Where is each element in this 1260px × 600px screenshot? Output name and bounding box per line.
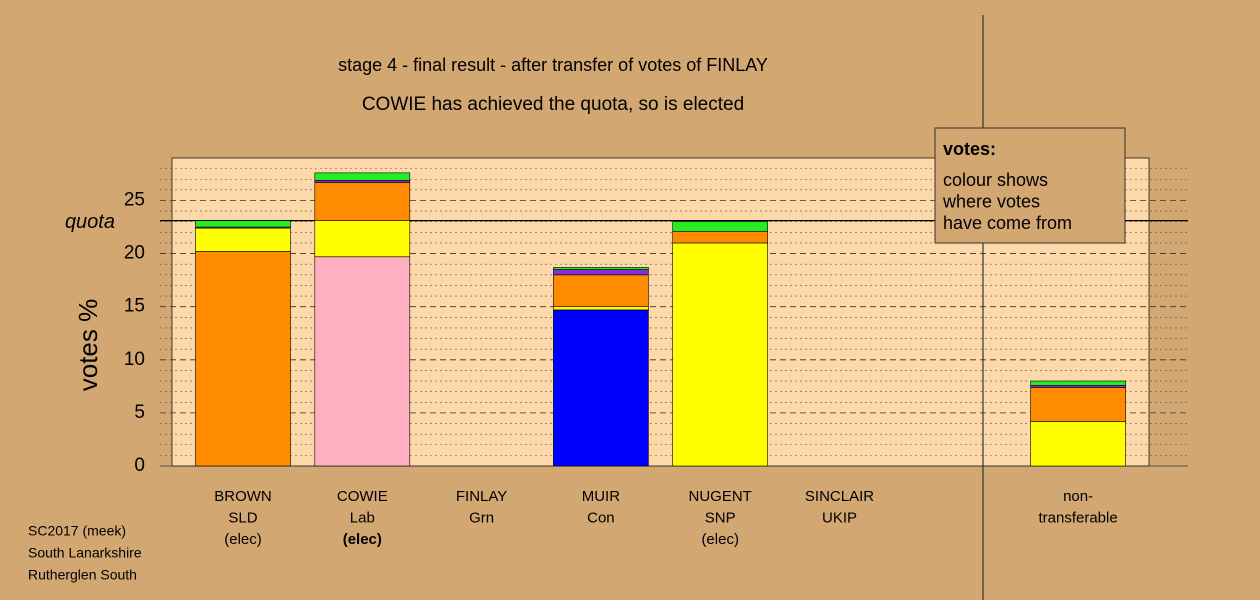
legend-box bbox=[934, 127, 1126, 244]
note: Rutherglen South bbox=[28, 567, 137, 583]
bar-segment bbox=[314, 256, 411, 467]
note: SC2017 (meek) bbox=[28, 523, 126, 539]
bar-segment bbox=[672, 230, 769, 244]
x-tick-label: SINCLAIR bbox=[805, 488, 874, 505]
bar-segment bbox=[1030, 384, 1126, 388]
x-tick-label: Grn bbox=[469, 509, 494, 526]
x-tick-label: MUIR bbox=[582, 488, 620, 505]
note: South Lanarkshire bbox=[28, 545, 142, 561]
x-tick-label: COWIE bbox=[337, 488, 388, 505]
y-tick-label: 0 bbox=[134, 455, 145, 476]
chart-subtitle: COWIE has achieved the quota, so is elec… bbox=[362, 94, 744, 115]
y-tick-label: 25 bbox=[124, 189, 145, 210]
bar-segment bbox=[314, 172, 411, 181]
legend-text: have come from bbox=[943, 213, 1072, 233]
x-tick-label: (elec) bbox=[224, 531, 262, 548]
x-tick-label: Con bbox=[587, 509, 615, 526]
x-tick-label: BROWN bbox=[214, 488, 272, 505]
bar-segment bbox=[1030, 387, 1126, 422]
bar-segment bbox=[195, 251, 291, 467]
bar-segment bbox=[672, 242, 769, 467]
bar-segment bbox=[553, 274, 649, 307]
y-tick-label: 10 bbox=[124, 349, 145, 370]
bar-segment bbox=[195, 220, 291, 228]
x-tick-label: FINLAY bbox=[456, 488, 507, 505]
bar-segment bbox=[553, 306, 649, 311]
x-tick-label: UKIP bbox=[822, 509, 857, 526]
bar-segment bbox=[195, 227, 291, 252]
bar-segment bbox=[553, 269, 649, 276]
bar-segment bbox=[1030, 380, 1126, 386]
legend-text: where votes bbox=[942, 191, 1040, 211]
x-tick-label: (elec) bbox=[343, 531, 382, 548]
bar-segment bbox=[672, 221, 769, 232]
quota-label: quota bbox=[65, 211, 115, 233]
bar-segment bbox=[314, 182, 411, 221]
x-tick-label: Lab bbox=[350, 509, 375, 526]
bar-segment bbox=[1030, 421, 1126, 467]
x-tick-label: non- bbox=[1063, 488, 1093, 505]
y-tick-label: 15 bbox=[124, 296, 145, 317]
x-tick-label: transferable bbox=[1038, 509, 1117, 526]
x-tick-label: SNP bbox=[705, 509, 736, 526]
y-tick-label: 5 bbox=[134, 402, 145, 423]
chart-title: stage 4 - final result - after transfer … bbox=[338, 55, 768, 75]
x-tick-label: (elec) bbox=[701, 531, 739, 548]
bar-segment bbox=[553, 309, 649, 467]
y-axis-label: votes % bbox=[73, 299, 103, 392]
legend-text: colour shows bbox=[943, 170, 1048, 190]
y-tick-label: 20 bbox=[124, 243, 145, 264]
x-tick-label: NUGENT bbox=[689, 488, 752, 505]
bar-segment bbox=[314, 220, 411, 258]
x-tick-label: SLD bbox=[228, 509, 257, 526]
legend-title: votes: bbox=[943, 139, 996, 159]
bar-segment bbox=[314, 180, 411, 183]
bar-segment bbox=[553, 267, 649, 270]
